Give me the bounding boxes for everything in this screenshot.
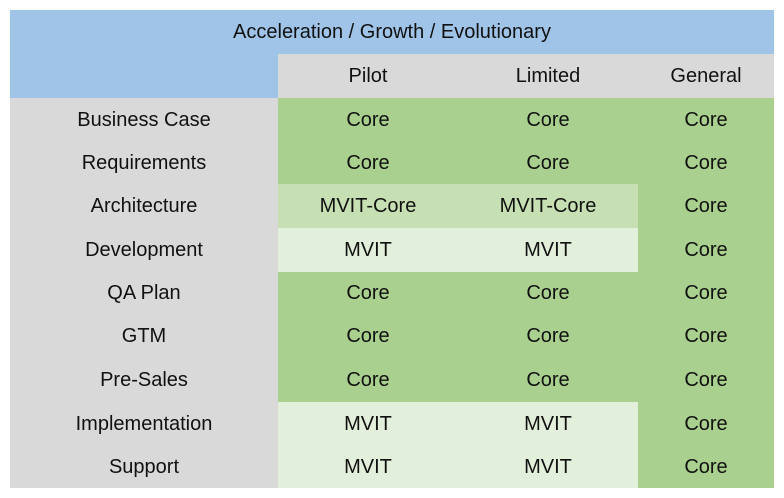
table-cell: Core: [638, 314, 774, 358]
table-cell: Core: [638, 446, 774, 488]
table-cell: Core: [278, 142, 458, 184]
table-cell: Core: [278, 314, 458, 358]
table-cell: Core: [638, 142, 774, 184]
table-cell: MVIT: [458, 228, 638, 272]
column-header-pilot: Pilot: [278, 54, 458, 98]
column-header-limited: Limited: [458, 54, 638, 98]
row-label-architecture: Architecture: [10, 184, 278, 228]
table-cell: MVIT-Core: [278, 184, 458, 228]
table-cell: Core: [638, 98, 774, 142]
column-header-general: General: [638, 54, 774, 98]
table-cell: MVIT: [278, 402, 458, 446]
row-label-support: Support: [10, 446, 278, 488]
table-cell: Core: [638, 228, 774, 272]
row-label-requirements: Requirements: [10, 142, 278, 184]
table-cell: MVIT: [458, 402, 638, 446]
table-cell: Core: [638, 272, 774, 314]
row-label-implementation: Implementation: [10, 402, 278, 446]
table-cell: Core: [638, 184, 774, 228]
row-label-gtm: GTM: [10, 314, 278, 358]
row-label-qa-plan: QA Plan: [10, 272, 278, 314]
table-cell: Core: [458, 272, 638, 314]
table-cell: Core: [278, 272, 458, 314]
table-cell: Core: [458, 314, 638, 358]
table-cell: MVIT: [278, 446, 458, 488]
table-cell: Core: [278, 98, 458, 142]
table-cell: Core: [638, 358, 774, 402]
table-cell: MVIT-Core: [458, 184, 638, 228]
row-label-development: Development: [10, 228, 278, 272]
corner-cell: [10, 54, 278, 98]
row-label-business-case: Business Case: [10, 98, 278, 142]
table-cell: Core: [638, 402, 774, 446]
table-cell: MVIT: [458, 446, 638, 488]
table-cell: MVIT: [278, 228, 458, 272]
table-cell: Core: [458, 358, 638, 402]
table-cell: Core: [278, 358, 458, 402]
table-title: Acceleration / Growth / Evolutionary: [10, 10, 774, 54]
table-cell: Core: [458, 142, 638, 184]
table-cell: Core: [458, 98, 638, 142]
row-label-pre-sales: Pre-Sales: [10, 358, 278, 402]
maturity-table: Acceleration / Growth / Evolutionary Pil…: [10, 10, 774, 488]
